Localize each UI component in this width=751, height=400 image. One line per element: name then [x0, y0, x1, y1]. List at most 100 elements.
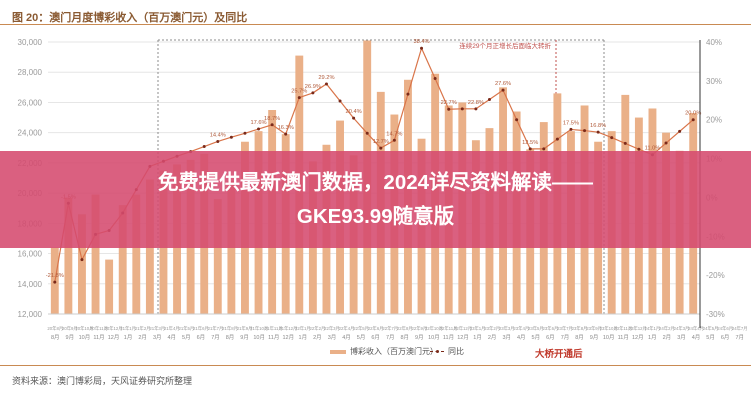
svg-text:11月: 11月 [268, 334, 279, 341]
svg-text:22年1月: 22年1月 [295, 325, 311, 332]
svg-text:2月: 2月 [488, 334, 497, 341]
svg-text:16.8%: 16.8% [590, 123, 606, 129]
svg-text:9月: 9月 [415, 334, 424, 341]
svg-text:10月: 10月 [253, 334, 265, 341]
svg-text:24年3月: 24年3月 [674, 325, 690, 332]
svg-text:22年5月: 22年5月 [353, 325, 369, 332]
svg-text:3月: 3月 [328, 334, 337, 341]
svg-text:22年2月: 22年2月 [310, 325, 326, 332]
svg-text:11月: 11月 [93, 334, 104, 341]
svg-text:38.4%: 38.4% [413, 39, 429, 45]
svg-text:1月: 1月 [124, 334, 133, 341]
svg-text:5月: 5月 [532, 334, 541, 341]
svg-text:6月: 6月 [721, 334, 730, 341]
svg-text:12.7%: 12.7% [373, 139, 389, 145]
svg-text:8月: 8月 [51, 334, 60, 341]
svg-text:22年4月: 22年4月 [339, 325, 355, 332]
svg-text:12月: 12月 [282, 334, 294, 341]
svg-text:24,000: 24,000 [18, 129, 43, 138]
svg-text:26.9%: 26.9% [305, 84, 321, 90]
svg-text:6月: 6月 [546, 334, 555, 341]
svg-text:10月: 10月 [603, 334, 615, 341]
svg-text:21年2月: 21年2月 [135, 325, 151, 332]
svg-text:20.4%: 20.4% [346, 109, 362, 115]
svg-text:8月: 8月 [226, 334, 235, 341]
svg-text:4月: 4月 [342, 334, 351, 341]
svg-text:24年4月: 24年4月 [688, 325, 704, 332]
svg-text:29.2%: 29.2% [318, 75, 334, 81]
svg-text:6月: 6月 [371, 334, 380, 341]
svg-text:21年3月: 21年3月 [149, 325, 165, 332]
svg-text:2月: 2月 [663, 334, 672, 341]
svg-text:20%: 20% [706, 116, 722, 125]
svg-text:4月: 4月 [517, 334, 526, 341]
svg-text:18.7%: 18.7% [264, 116, 280, 122]
svg-text:8月: 8月 [575, 334, 584, 341]
svg-text:21年8月: 21年8月 [222, 325, 238, 332]
svg-text:11月: 11月 [443, 334, 454, 341]
svg-text:1月: 1月 [648, 334, 657, 341]
svg-text:24年2月: 24年2月 [659, 325, 675, 332]
svg-text:12月: 12月 [108, 334, 120, 341]
svg-text:40%: 40% [706, 38, 722, 47]
svg-text:22年8月: 22年8月 [397, 325, 413, 332]
svg-text:30,000: 30,000 [18, 38, 43, 47]
svg-text:连续29个月正增长后面临大转折: 连续29个月正增长后面临大转折 [459, 41, 551, 50]
svg-text:23年2月: 23年2月 [484, 325, 500, 332]
svg-text:5月: 5月 [182, 334, 191, 341]
svg-text:3月: 3月 [153, 334, 162, 341]
svg-text:24年5月: 24年5月 [703, 325, 719, 332]
svg-text:5月: 5月 [706, 334, 715, 341]
svg-text:14.4%: 14.4% [210, 132, 226, 138]
svg-text:22.7%: 22.7% [441, 100, 457, 106]
svg-text:23年6月: 23年6月 [543, 325, 559, 332]
svg-text:22年3月: 22年3月 [324, 325, 340, 332]
svg-text:16,000: 16,000 [18, 250, 43, 259]
svg-text:5月: 5月 [357, 334, 366, 341]
svg-text:28,000: 28,000 [18, 68, 43, 77]
svg-text:23年5月: 23年5月 [528, 325, 544, 332]
svg-text:2月: 2月 [313, 334, 322, 341]
svg-text:1月: 1月 [299, 334, 308, 341]
svg-text:17.5%: 17.5% [563, 120, 579, 126]
svg-text:-21.8%: -21.8% [46, 273, 64, 279]
svg-text:27.6%: 27.6% [495, 81, 511, 87]
svg-text:4月: 4月 [692, 334, 701, 341]
svg-text:24年7月: 24年7月 [732, 325, 748, 332]
svg-text:30%: 30% [706, 77, 722, 86]
svg-text:3月: 3月 [677, 334, 686, 341]
svg-text:8月: 8月 [400, 334, 409, 341]
svg-text:7月: 7月 [386, 334, 395, 341]
svg-text:12,000: 12,000 [18, 310, 43, 319]
svg-text:14,000: 14,000 [18, 280, 43, 289]
svg-text:9月: 9月 [66, 334, 75, 341]
svg-text:12.5%: 12.5% [522, 140, 538, 146]
svg-text:12月: 12月 [457, 334, 469, 341]
svg-text:6月: 6月 [197, 334, 206, 341]
svg-text:3月: 3月 [502, 334, 511, 341]
svg-text:7月: 7月 [211, 334, 220, 341]
svg-text:24年1月: 24年1月 [644, 325, 660, 332]
svg-text:23年8月: 23年8月 [572, 325, 588, 332]
svg-text:23年1月: 23年1月 [470, 325, 486, 332]
svg-text:2月: 2月 [138, 334, 147, 341]
svg-text:21年4月: 21年4月 [164, 325, 180, 332]
svg-text:22年7月: 22年7月 [382, 325, 398, 332]
svg-text:12月: 12月 [632, 334, 644, 341]
svg-text:-30%: -30% [706, 310, 725, 319]
svg-text:4月: 4月 [167, 334, 176, 341]
svg-text:21年1月: 21年1月 [120, 325, 136, 332]
svg-text:11月: 11月 [618, 334, 629, 341]
svg-text:22.8%: 22.8% [468, 100, 484, 106]
svg-text:26,000: 26,000 [18, 98, 43, 107]
svg-text:22年6月: 22年6月 [368, 325, 384, 332]
svg-text:10月: 10月 [428, 334, 440, 341]
svg-text:14.7%: 14.7% [386, 131, 402, 137]
svg-text:24年6月: 24年6月 [717, 325, 733, 332]
svg-text:20年8月: 20年8月 [47, 325, 63, 332]
svg-text:9月: 9月 [240, 334, 249, 341]
svg-text:23年7月: 23年7月 [557, 325, 573, 332]
svg-text:9月: 9月 [590, 334, 599, 341]
svg-text:1月: 1月 [473, 334, 482, 341]
svg-text:10月: 10月 [79, 334, 91, 341]
